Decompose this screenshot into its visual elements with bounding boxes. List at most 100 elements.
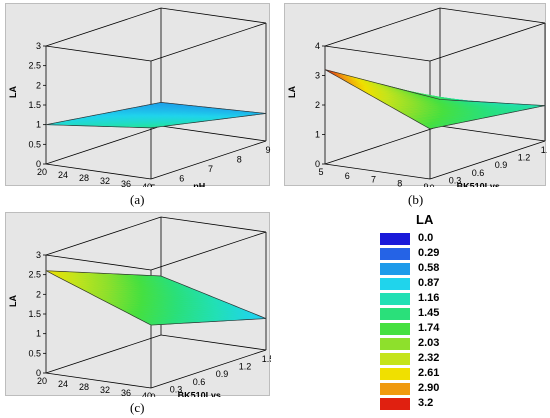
z-tick-label: 2.5 [28,61,41,71]
x-tick-label: 28 [79,382,89,392]
legend-label: 1.16 [418,292,440,304]
caption-c: (c) [130,400,145,415]
surface-mesh [324,69,546,130]
legend-item: 0.58 [380,262,480,277]
legend-label: 1.74 [418,322,440,334]
z-tick-label: 0.5 [28,348,41,358]
caption-b: (b) [408,192,424,207]
legend-swatch [380,278,410,290]
y-axis-label: BK510Lys [457,182,500,187]
box-edge [150,231,267,271]
x-tick-label: 20 [37,167,47,177]
x-axis-label: pH [347,186,359,187]
box-edge [150,22,267,62]
legend-item: 2.90 [380,382,480,397]
legend-swatch [380,308,410,320]
box-edge [324,7,441,47]
box-edge [160,125,267,142]
z-tick-label: 2 [36,80,41,90]
x-tick-label: 40 [142,391,152,397]
x-tick-label: 24 [58,170,68,180]
x-tick-label: 32 [100,385,110,395]
surface-outline [324,69,546,130]
legend-swatch [380,383,410,395]
y-tick-label: 0 [429,183,434,187]
z-axis-label: LA [8,295,18,307]
y-tick-label: 0.3 [170,384,183,394]
surface-outline [45,102,267,129]
y-tick-label: 1.2 [518,153,531,163]
caption-a: (a) [130,192,145,207]
box-edge [150,140,267,180]
legend-label: 2.61 [418,367,440,379]
y-axis-label: BK510Lys [178,391,221,397]
legend-item: 3.2 [380,397,480,412]
legend-swatch [380,263,410,275]
box-edge [160,216,267,233]
x-tick-label: 9 [423,182,428,187]
z-tick-label: 0 [36,159,41,169]
z-tick-label: 1.5 [28,309,41,319]
legend-item: 1.16 [380,292,480,307]
legend-swatch [380,293,410,305]
x-tick-label: 36 [121,388,131,397]
x-axis-label: Temperature [47,186,101,187]
legend-swatch [380,323,410,335]
legend-item: 1.45 [380,307,480,322]
y-tick-label: 0.3 [449,175,462,185]
y-tick-label: 1.5 [541,145,547,155]
surface-mesh [45,102,267,129]
box-edge [439,7,546,24]
x-tick-label: 24 [58,379,68,389]
legend-item: 2.32 [380,352,480,367]
legend-label: 0.29 [418,247,440,259]
box-edge [45,372,152,389]
box-edge [150,349,267,389]
x-tick-label: 36 [121,179,131,187]
z-tick-label: 3 [36,250,41,260]
legend-swatch [380,233,410,245]
z-axis-label: LA [287,86,297,98]
box-edge [45,334,162,374]
legend-item: 1.74 [380,322,480,337]
box-edge [45,125,162,165]
z-tick-label: 2 [315,100,320,110]
surface-outline [45,270,267,326]
y-tick-label: 0.9 [216,369,229,379]
legend-item: 0.0 [380,232,480,247]
legend-label: 2.03 [418,337,440,349]
x-tick-label: 28 [79,173,89,183]
y-tick-label: 1.5 [262,354,271,364]
legend-swatch [380,353,410,365]
x-axis-label: Temperature [47,395,101,397]
box-edge [45,7,162,47]
z-tick-label: 2 [36,289,41,299]
legend-label: 1.45 [418,307,440,319]
z-tick-label: 3 [36,41,41,51]
y-tick-label: 0.6 [193,377,206,387]
x-tick-label: 32 [100,176,110,186]
z-tick-label: 1 [36,329,41,339]
z-tick-label: 1 [315,130,320,140]
legend-label: 0.0 [418,232,434,244]
y-tick-label: 6 [179,174,184,184]
legend-swatch [380,398,410,410]
surface-plot-a-svg: 0 0.5 1 1.5 2 2.5 3 20 24 28 32 36 405 6 7 8 9 LA Temperat… [8,7,271,187]
legend-item: 0.29 [380,247,480,262]
legend-item: 2.03 [380,337,480,352]
legend-label: 0.58 [418,262,440,274]
z-tick-label: 0.5 [28,139,41,149]
legend-item: 0.87 [380,277,480,292]
legend-label: 3.2 [418,397,434,409]
z-tick-label: 1 [36,120,41,130]
z-axis-label: LA [8,86,18,98]
z-tick-label: 3 [315,71,320,81]
box-edge [324,45,431,62]
x-tick-label: 5 [318,167,323,177]
surface-mesh [45,270,267,326]
legend-label: 2.90 [418,382,440,394]
legend-title: LA [416,212,434,227]
x-tick-label: 7 [371,175,376,185]
legend-label: 2.32 [418,352,440,364]
